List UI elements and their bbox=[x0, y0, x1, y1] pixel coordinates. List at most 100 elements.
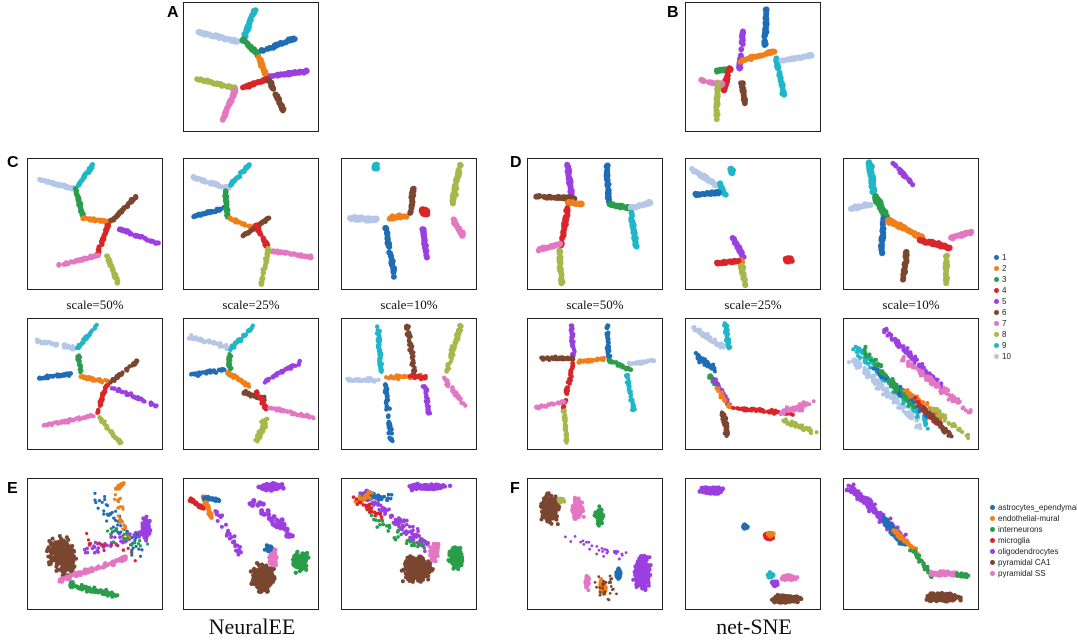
scatter-point bbox=[780, 90, 787, 97]
scatter-point bbox=[264, 216, 270, 222]
scatter-point bbox=[916, 236, 924, 244]
scatter-point bbox=[374, 331, 380, 336]
scatter-point bbox=[711, 362, 716, 367]
scatter-point bbox=[869, 358, 873, 363]
scatter-point bbox=[910, 182, 916, 188]
scatter-point bbox=[917, 362, 921, 367]
scatter-point bbox=[407, 341, 413, 346]
scatter-point bbox=[378, 364, 383, 369]
scatter-point bbox=[454, 177, 460, 184]
scatter-point bbox=[540, 246, 547, 253]
scatter-point bbox=[261, 418, 266, 423]
scatter-point bbox=[893, 336, 898, 341]
scatter-point bbox=[877, 203, 885, 211]
scatter-point bbox=[457, 161, 464, 168]
scatter-point bbox=[714, 89, 721, 96]
scatter-point bbox=[713, 340, 718, 345]
scatter-point bbox=[274, 408, 279, 413]
scatter-point bbox=[422, 242, 429, 249]
scatter-point bbox=[716, 343, 721, 348]
scatter-point bbox=[449, 344, 455, 349]
scatter-point bbox=[217, 344, 223, 349]
scatter-point bbox=[125, 229, 131, 235]
scatter-point bbox=[412, 365, 417, 370]
scatter-point bbox=[858, 355, 863, 360]
scatter-point bbox=[773, 55, 780, 62]
scatter-point bbox=[714, 67, 721, 74]
scatter-point bbox=[73, 187, 80, 194]
scatter-point bbox=[727, 166, 734, 172]
scatter-point bbox=[377, 339, 382, 344]
scatter-point bbox=[762, 22, 769, 29]
scatter-point bbox=[726, 342, 731, 347]
scatter-point bbox=[731, 235, 738, 242]
scatter-point bbox=[140, 397, 145, 403]
scatter-point bbox=[856, 349, 861, 354]
scatter-point bbox=[119, 440, 124, 445]
scatter-point bbox=[886, 393, 891, 398]
scatter-point bbox=[580, 358, 585, 363]
scatter-point bbox=[54, 341, 59, 347]
scatter-point bbox=[457, 330, 462, 335]
scatter-point bbox=[563, 212, 570, 219]
scatter-point bbox=[962, 229, 969, 236]
scatter-point bbox=[901, 405, 906, 410]
scatter-point bbox=[735, 406, 740, 411]
scatter-point bbox=[713, 116, 720, 123]
scatter-point bbox=[725, 335, 730, 340]
scatter-point bbox=[246, 19, 253, 26]
scatter-point bbox=[614, 360, 619, 365]
scatter-point bbox=[881, 210, 888, 217]
scatter-point bbox=[262, 71, 269, 78]
scatter-point bbox=[193, 335, 199, 340]
scatter-point bbox=[119, 227, 125, 233]
scatter-point bbox=[889, 337, 894, 342]
scatter-point bbox=[617, 203, 624, 210]
scatter-point bbox=[699, 331, 704, 336]
scatter-point bbox=[800, 423, 805, 428]
scatter-point bbox=[556, 258, 563, 265]
scatter-point bbox=[307, 414, 312, 420]
scatter-point bbox=[631, 403, 637, 408]
scatter-point bbox=[189, 371, 195, 377]
scatter-point bbox=[259, 78, 266, 84]
scatter-point bbox=[628, 398, 633, 403]
scatter-point bbox=[207, 179, 214, 185]
scatter-point bbox=[95, 252, 102, 258]
scatter-point bbox=[726, 403, 731, 408]
scatter-point bbox=[203, 369, 208, 375]
scatter-point bbox=[850, 358, 855, 363]
scatter-point bbox=[128, 391, 134, 396]
scatter-point bbox=[884, 373, 889, 378]
scatter-point bbox=[629, 217, 635, 224]
scatter-point bbox=[218, 81, 225, 88]
scatter-point bbox=[882, 330, 887, 335]
scatter-point bbox=[904, 412, 909, 417]
scatter-point bbox=[227, 352, 232, 357]
scatter-point bbox=[81, 215, 87, 221]
panel-label-b: B bbox=[667, 4, 679, 21]
scatter-point bbox=[925, 426, 930, 431]
scatter-point bbox=[855, 345, 860, 350]
scatter-point bbox=[872, 193, 879, 200]
panel-label-f: F bbox=[510, 480, 520, 497]
scatter-point bbox=[605, 191, 611, 198]
scatter-point bbox=[198, 76, 205, 83]
scatter-point bbox=[411, 358, 416, 363]
scatter-point bbox=[789, 422, 794, 427]
scatter-point bbox=[227, 215, 233, 221]
scatter-point bbox=[757, 406, 762, 411]
scatter-point bbox=[132, 232, 138, 238]
scatter-point bbox=[68, 371, 74, 376]
scatter-point bbox=[222, 197, 228, 203]
scatter-point bbox=[871, 366, 876, 371]
scatter-point bbox=[239, 337, 244, 342]
scatter-point bbox=[243, 27, 250, 33]
scatter-point bbox=[258, 62, 265, 69]
scatter-point bbox=[560, 409, 565, 414]
scatter-point bbox=[807, 426, 812, 431]
scatter-point bbox=[88, 253, 94, 259]
scatter-point bbox=[707, 374, 712, 378]
scatter-point bbox=[288, 366, 294, 371]
scatter-point bbox=[95, 377, 100, 382]
